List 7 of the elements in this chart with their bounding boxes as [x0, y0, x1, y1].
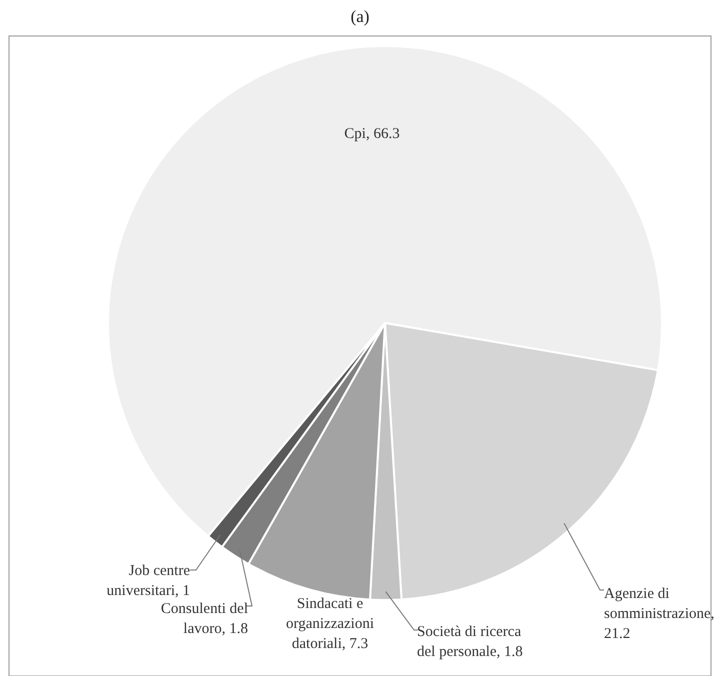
slice-label: Agenzie di somministrazione, 21.2: [604, 586, 714, 642]
slice-label: Sindacati e organizzazioni datoriali, 7.3: [286, 596, 374, 652]
slice-label: Consulenti del lavoro, 1.8: [160, 601, 248, 637]
slice-label: Cpi, 66.3: [344, 126, 400, 142]
slice-label: Job centre universitari, 1: [106, 563, 190, 599]
slice-label: Società di ricerca del personale, 1.8: [417, 624, 523, 660]
chart-title: (a): [350, 7, 370, 26]
